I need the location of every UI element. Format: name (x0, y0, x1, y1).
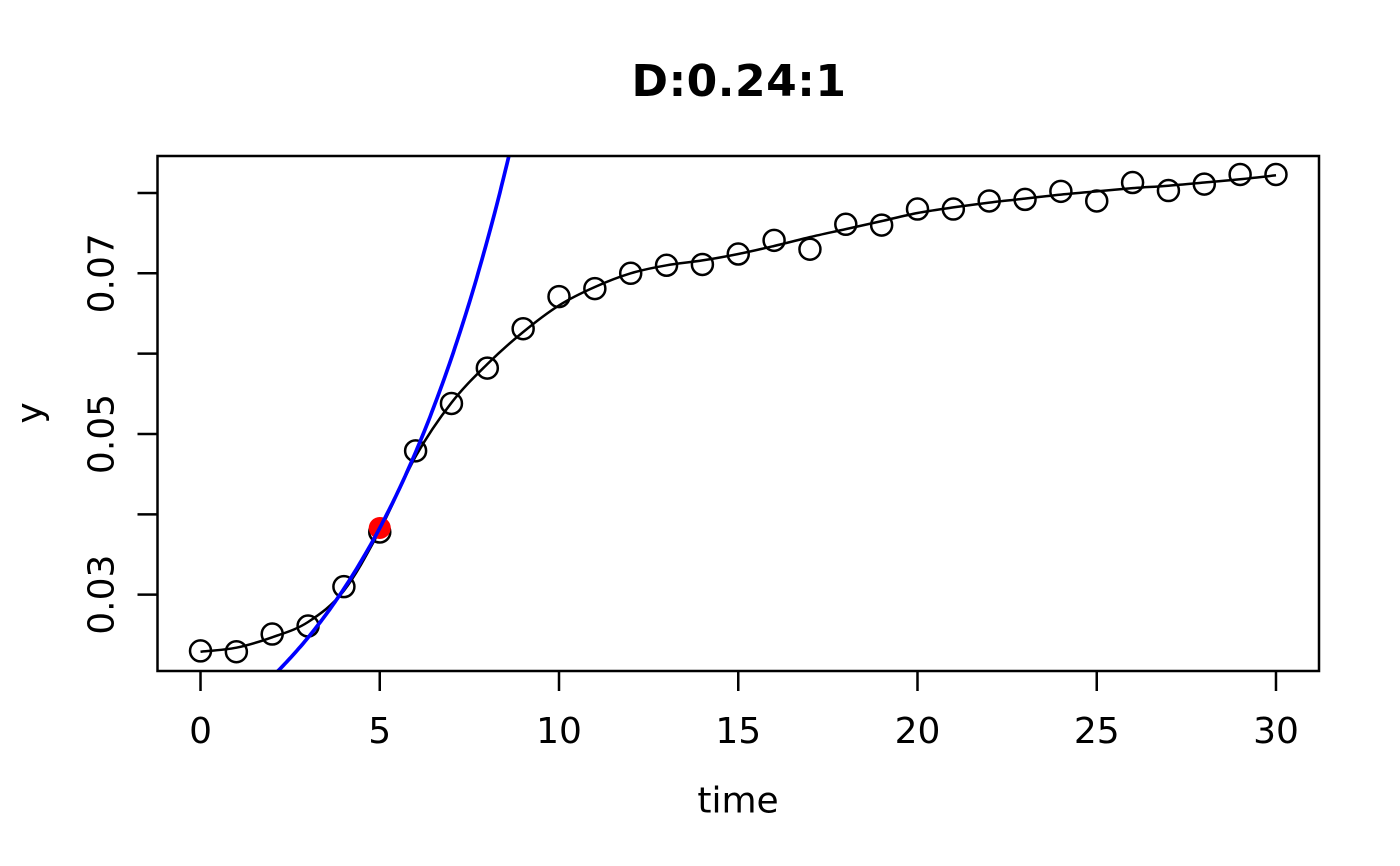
data-point (1156, 178, 1181, 203)
data-point (869, 213, 894, 237)
y-tick-label: 0.05 (82, 394, 123, 474)
data-point (690, 252, 715, 277)
x-tick-label: 20 (895, 711, 941, 752)
plot-title: D:0.24:1 (631, 56, 847, 107)
data-point (654, 253, 679, 278)
data-point (1013, 187, 1037, 212)
data-point (618, 261, 643, 286)
data-point (1084, 189, 1109, 213)
data-point (1192, 172, 1217, 196)
data-point (1049, 179, 1073, 204)
data-point (977, 189, 1001, 213)
x-tick-label: 0 (189, 711, 212, 752)
plot-box (156, 154, 1321, 673)
data-point (188, 639, 213, 663)
data-point (403, 439, 428, 463)
data-point (583, 276, 607, 301)
x-axis-label: time (697, 780, 779, 822)
data-point (511, 316, 535, 341)
y-tick-label: 0.07 (82, 233, 123, 313)
data-point (547, 284, 571, 309)
data-point (1228, 162, 1252, 187)
x-tick-label: 25 (1074, 711, 1120, 752)
data-point (260, 622, 284, 646)
x-tick-label: 30 (1253, 711, 1299, 752)
data-point (726, 242, 750, 266)
data-point (1264, 162, 1288, 187)
data-point (224, 639, 249, 664)
data-point (762, 228, 786, 253)
data-point (905, 197, 930, 221)
data-point (798, 237, 822, 261)
smooth-fit-line (200, 174, 1277, 653)
y-tick-label: 0.03 (82, 555, 123, 635)
data-point (475, 356, 500, 380)
tangent-curve (275, 156, 511, 671)
x-tick-label: 5 (368, 711, 391, 752)
data-point (1120, 170, 1145, 195)
x-tick-label: 10 (536, 711, 582, 752)
data-point (834, 212, 858, 237)
data-point (941, 197, 966, 221)
x-tick-label: 15 (715, 711, 761, 752)
data-point (439, 391, 464, 416)
data-point (332, 574, 356, 599)
